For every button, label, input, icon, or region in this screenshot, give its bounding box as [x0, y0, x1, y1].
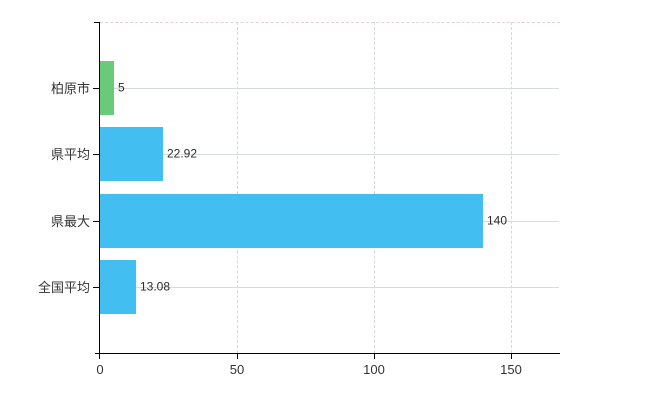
category-label-3: 全国平均	[37, 280, 90, 296]
gridline-vertical	[374, 22, 375, 353]
gridline-horizontal	[100, 88, 559, 89]
y-tick-3	[93, 287, 100, 288]
x-tick-100	[374, 354, 375, 359]
value-label-1: 22.92	[167, 146, 198, 161]
x-tick-50	[237, 354, 238, 359]
x-axis	[95, 353, 560, 354]
value-label-0: 5	[118, 80, 125, 95]
bar-0	[100, 61, 114, 115]
bar-2	[100, 194, 483, 248]
category-label-1: 県平均	[50, 147, 90, 163]
gridline-vertical	[237, 22, 238, 353]
y-axis	[99, 22, 100, 359]
category-label-2: 県最大	[50, 214, 90, 230]
gridline-horizontal	[100, 287, 559, 288]
x-tick-150	[511, 354, 512, 359]
x-tick-label-100: 100	[363, 362, 385, 377]
plot-top-border	[100, 22, 560, 23]
y-axis-end-tick	[94, 22, 100, 23]
value-label-2: 140	[487, 213, 508, 228]
x-tick-label-0: 0	[96, 362, 104, 377]
y-tick-2	[93, 221, 100, 222]
category-label-0: 柏原市	[50, 81, 90, 97]
x-tick-label-50: 50	[229, 362, 245, 377]
gridline-horizontal	[100, 154, 559, 155]
value-label-3: 13.08	[140, 279, 171, 294]
gridline-vertical	[511, 22, 512, 353]
y-tick-0	[93, 88, 100, 89]
x-tick-label-150: 150	[500, 362, 522, 377]
bar-1	[100, 127, 163, 181]
y-tick-1	[93, 154, 100, 155]
bar-3	[100, 260, 136, 314]
